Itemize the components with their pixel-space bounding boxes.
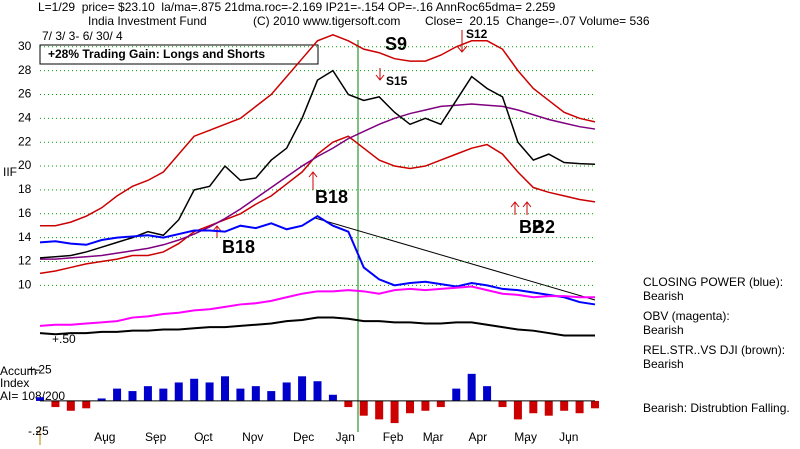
bar (483, 386, 492, 401)
bar (406, 400, 414, 414)
bar (128, 391, 137, 401)
series-line (39, 316, 595, 337)
bar (498, 400, 507, 408)
date-range: 7/ 3/ 3- 6/ 30/ 4 (42, 29, 123, 43)
bar (298, 376, 307, 401)
x-tick-label: Apr (468, 430, 487, 444)
accum-label: AI= 108/200 (0, 389, 65, 403)
y-tick-label: 10 (18, 278, 32, 292)
accum-subtitle: Index (0, 376, 29, 390)
bar (591, 400, 599, 409)
trend-line (314, 217, 596, 301)
y-tick-label: 12 (18, 254, 32, 268)
bar (205, 382, 214, 401)
copyright: (C) 2010 www.tigersoft.com (253, 14, 400, 28)
x-tick-label: Dec (293, 430, 314, 444)
fund-name: India Investment Fund (88, 14, 207, 28)
bar (467, 373, 476, 401)
bar (421, 400, 430, 411)
y-tick-label: 20 (18, 158, 32, 172)
bar (359, 400, 368, 416)
close-info: Close= 20.15 Change=-.07 Volume= 536 (425, 14, 650, 28)
signal-label: B2 (519, 217, 542, 237)
y-tick-label: 18 (18, 182, 32, 196)
x-tick-label: Sep (145, 430, 167, 444)
x-tick-label: Aug (94, 430, 115, 444)
bar (159, 388, 168, 401)
series-line (40, 34, 596, 227)
legend-label: REL.STR..VS DJI (brown): (643, 343, 785, 357)
bar (560, 400, 569, 411)
series-line (39, 69, 596, 259)
bar (113, 388, 122, 401)
signal-label: B18 (222, 237, 255, 257)
y-tick-label: 22 (18, 134, 32, 148)
bar (221, 376, 229, 401)
bar (66, 400, 75, 411)
x-tick-label: Oct (194, 430, 213, 444)
series-line (39, 285, 595, 327)
bar (529, 400, 538, 414)
bar (82, 400, 91, 409)
bar (267, 391, 276, 401)
legend-label: CLOSING POWER (blue): (643, 275, 783, 289)
legend-status: Bearish (643, 323, 684, 337)
x-tick-label: Nov (242, 430, 263, 444)
y-tick-label: -.25 (28, 424, 49, 438)
bar (251, 386, 260, 401)
y-tick-label: +.25 (28, 362, 52, 376)
signal-label: B2 (532, 217, 555, 237)
signal-label: S12 (466, 27, 488, 41)
y-tick-label: 30 (18, 39, 32, 53)
y-tick-label: 16 (18, 206, 32, 220)
bar (452, 388, 461, 401)
bar (313, 381, 322, 401)
bar (282, 382, 291, 401)
legend-status: Bearish (643, 289, 684, 303)
signal-label: S9 (385, 34, 407, 54)
bar (97, 398, 106, 401)
legend-label: OBV (magenta): (643, 309, 730, 323)
y-label: IIF (3, 165, 17, 179)
series-line (40, 103, 596, 260)
legend-status: Bearish (643, 357, 684, 371)
gain-box (39, 44, 319, 65)
level-label: +.50 (52, 332, 76, 346)
bar (51, 400, 60, 408)
signal-label: B18 (315, 187, 348, 207)
bar (174, 382, 183, 401)
bar (436, 400, 445, 408)
x-tick-label: Jan (336, 430, 355, 444)
bar (328, 394, 337, 401)
y-tick-label: 24 (18, 111, 32, 125)
signal-label: S15 (386, 74, 408, 88)
bar (236, 388, 245, 401)
bar (143, 386, 152, 401)
y-tick-label: 14 (18, 230, 32, 244)
y-tick-label: 28 (18, 63, 32, 77)
accum-note: Bearish: Distrubtion Falling. (643, 401, 790, 415)
bar (36, 397, 44, 401)
x-tick-label: Jun (559, 430, 578, 444)
bar (390, 400, 399, 424)
y-tick-label: 26 (18, 87, 32, 101)
bar (544, 400, 553, 416)
accum-title: Accum (0, 364, 37, 378)
x-tick-label: May (514, 430, 537, 444)
bar (344, 400, 353, 408)
bar (513, 400, 522, 420)
bar (375, 400, 384, 420)
series-line (39, 214, 596, 306)
signal-arrows (212, 30, 532, 238)
bar (190, 378, 199, 401)
series-line (39, 135, 596, 275)
stats: L=1/29 price= $23.10 la/ma=.875 21dma.ro… (38, 0, 556, 14)
bar (575, 400, 584, 414)
x-tick-label: Feb (383, 430, 404, 444)
x-tick-label: Mar (423, 430, 444, 444)
gain-text: +28% Trading Gain: Longs and Shorts (48, 47, 265, 61)
